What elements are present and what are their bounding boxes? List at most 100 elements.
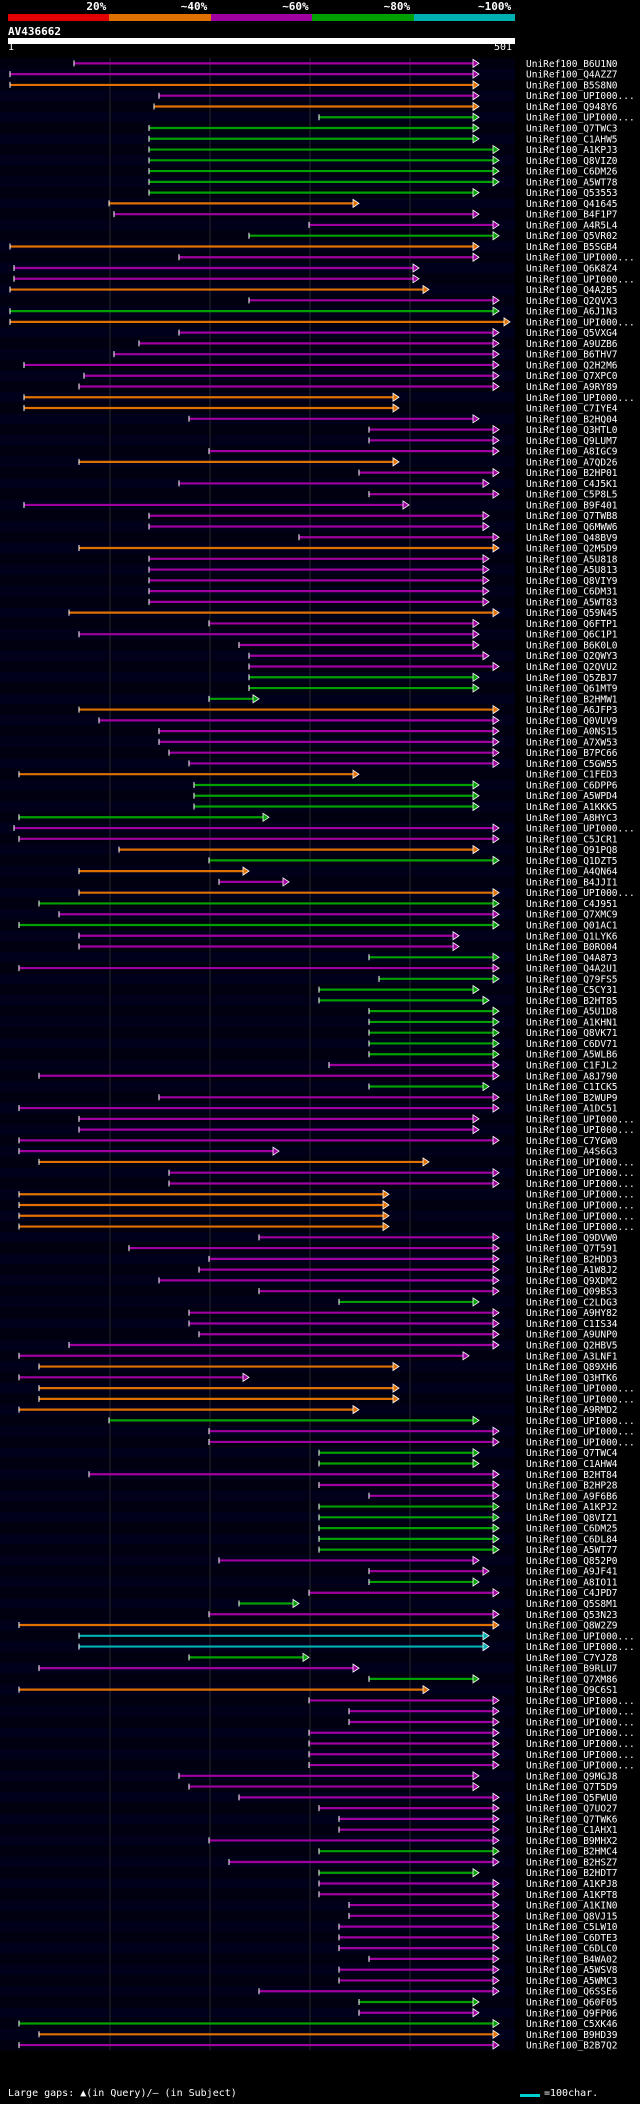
hit-row[interactable]: UniRef100_UPI000...: [38, 1394, 635, 1405]
hit-row[interactable]: UniRef100_A1KPJ2: [318, 1501, 618, 1513]
hit-row[interactable]: UniRef100_A5WT83: [148, 597, 618, 608]
hit-row[interactable]: UniRef100_B2HDD3: [208, 1254, 618, 1265]
hit-row[interactable]: UniRef100_Q9DVW0: [258, 1232, 618, 1244]
hit-row[interactable]: UniRef100_B9RLU7: [38, 1663, 618, 1675]
hit-row[interactable]: UniRef100_Q2HBV5: [68, 1340, 618, 1352]
hit-row[interactable]: UniRef100_Q5VXG4: [178, 327, 618, 339]
hit-row[interactable]: UniRef100_A9JF41: [368, 1566, 618, 1578]
hit-row[interactable]: UniRef100_A1DC51: [18, 1103, 618, 1115]
hit-row[interactable]: UniRef100_UPI000...: [168, 1178, 635, 1190]
hit-row[interactable]: UniRef100_A1KPJ3: [148, 144, 618, 156]
hit-row[interactable]: UniRef100_B2HP01: [358, 467, 618, 479]
hit-row[interactable]: UniRef100_A1KPT8: [318, 1889, 618, 1901]
hit-row[interactable]: UniRef100_UPI000...: [78, 1641, 635, 1653]
hit-row[interactable]: UniRef100_A9RMD2: [18, 1404, 618, 1416]
hit-row[interactable]: UniRef100_Q91PQ8: [118, 844, 618, 856]
hit-row[interactable]: UniRef100_Q53N23: [208, 1609, 618, 1621]
hit-row[interactable]: UniRef100_UPI000...: [78, 1631, 635, 1642]
hit-row[interactable]: UniRef100_UPI000...: [308, 1695, 635, 1707]
hit-row[interactable]: UniRef100_C4J951: [38, 898, 618, 910]
hit-row[interactable]: UniRef100_Q7TWC4: [318, 1447, 618, 1459]
hit-row[interactable]: UniRef100_C5P8L5: [368, 489, 618, 501]
hit-row[interactable]: UniRef100_Q9FP06: [358, 2008, 618, 2019]
hit-row[interactable]: UniRef100_Q7T5D9: [188, 1781, 618, 1793]
hit-row[interactable]: UniRef100_C1ICK5: [368, 1081, 618, 1093]
hit-row[interactable]: UniRef100_UPI000...: [158, 90, 635, 102]
hit-row[interactable]: UniRef100_A1KIN0: [348, 1900, 618, 1912]
hit-row[interactable]: UniRef100_A5WT77: [318, 1544, 618, 1556]
hit-row[interactable]: UniRef100_C1AHW4: [318, 1458, 618, 1470]
hit-row[interactable]: UniRef100_Q01AC1: [18, 920, 618, 931]
hit-row[interactable]: UniRef100_Q8W2Z9: [18, 1620, 618, 1632]
hit-row[interactable]: UniRef100_B0RO04: [78, 941, 618, 953]
hit-row[interactable]: UniRef100_C6DTE3: [338, 1932, 618, 1944]
hit-row[interactable]: UniRef100_Q2M5D9: [78, 543, 618, 555]
hit-row[interactable]: UniRef100_A4S6G3: [18, 1146, 618, 1158]
hit-row[interactable]: UniRef100_Q4A2U1: [18, 963, 618, 975]
hit-row[interactable]: UniRef100_B4F1P7: [113, 209, 618, 221]
hit-row[interactable]: UniRef100_Q9MGJ8: [178, 1771, 618, 1782]
hit-row[interactable]: UniRef100_Q8VIY9: [148, 575, 618, 587]
hit-row[interactable]: UniRef100_B2HMC4: [318, 1846, 618, 1858]
hit-row[interactable]: UniRef100_Q59N45: [68, 607, 618, 619]
hit-row[interactable]: UniRef100_C6DLC0: [338, 1943, 618, 1955]
hit-row[interactable]: UniRef100_Q53553: [148, 187, 618, 199]
hit-row[interactable]: UniRef100_B9HD39: [38, 2029, 618, 2041]
hit-row[interactable]: UniRef100_Q7XPC0: [83, 370, 618, 382]
hit-row[interactable]: UniRef100_Q8VIZ1: [318, 1512, 618, 1524]
hit-row[interactable]: UniRef100_Q09BS3: [258, 1286, 618, 1298]
hit-row[interactable]: UniRef100_C2LDG3: [338, 1297, 618, 1308]
hit-row[interactable]: UniRef100_C6DM26: [148, 166, 618, 178]
hit-row[interactable]: UniRef100_UPI000...: [18, 1189, 635, 1201]
hit-row[interactable]: UniRef100_A5WSV8: [338, 1964, 618, 1976]
hit-row[interactable]: UniRef100_Q61MT9: [248, 683, 618, 695]
hit-row[interactable]: UniRef100_UPI000...: [348, 1717, 635, 1728]
hit-row[interactable]: UniRef100_C1IS34: [188, 1318, 618, 1330]
hit-row[interactable]: UniRef100_Q3HTL0: [368, 424, 618, 436]
hit-row[interactable]: UniRef100_Q60F05: [358, 1997, 618, 2008]
hit-row[interactable]: UniRef100_B2HT85: [318, 995, 618, 1007]
hit-row[interactable]: UniRef100_Q7TWC3: [148, 123, 618, 135]
hit-row[interactable]: UniRef100_C6DM31: [148, 586, 618, 598]
hit-row[interactable]: UniRef100_A8J790: [38, 1071, 618, 1082]
hit-row[interactable]: UniRef100_Q2QVU2: [248, 661, 618, 673]
hit-row[interactable]: UniRef100_Q4A2B5: [9, 284, 618, 296]
hit-row[interactable]: UniRef100_A9F6B6: [368, 1491, 618, 1502]
hit-row[interactable]: UniRef100_Q2QWY3: [248, 650, 618, 662]
hit-row[interactable]: UniRef100_Q1DZT5: [208, 855, 618, 867]
hit-row[interactable]: UniRef100_Q1LYK6: [78, 931, 618, 942]
hit-row[interactable]: UniRef100_Q48BV9: [298, 532, 618, 544]
hit-row[interactable]: UniRef100_Q7TWK6: [338, 1814, 618, 1825]
hit-row[interactable]: UniRef100_Q7TWB8: [148, 510, 618, 522]
hit-row[interactable]: UniRef100_A5U818: [148, 554, 618, 565]
hit-row[interactable]: UniRef100_Q7T591: [128, 1243, 618, 1255]
hit-row[interactable]: UniRef100_C1AHW5: [148, 134, 618, 145]
hit-row[interactable]: UniRef100_A4QN64: [78, 866, 618, 878]
hit-row[interactable]: UniRef100_B2WUP9: [158, 1092, 618, 1104]
hit-row[interactable]: UniRef100_A1KHN1: [368, 1017, 618, 1028]
hit-row[interactable]: UniRef100_A0NS15: [158, 726, 618, 738]
hit-row[interactable]: UniRef100_UPI000...: [308, 1727, 635, 1739]
hit-row[interactable]: UniRef100_A9RY89: [78, 381, 618, 393]
hit-row[interactable]: UniRef100_Q6K8Z4: [13, 263, 618, 275]
hit-row[interactable]: UniRef100_Q2H2M6: [23, 360, 618, 371]
hit-row[interactable]: UniRef100_Q6MWW6: [148, 521, 618, 533]
hit-row[interactable]: UniRef100_C5XK46: [18, 2018, 618, 2030]
hit-row[interactable]: UniRef100_UPI000...: [78, 1124, 635, 1136]
hit-row[interactable]: UniRef100_A9HY82: [188, 1307, 618, 1319]
hit-row[interactable]: UniRef100_Q9XDM2: [158, 1275, 618, 1287]
hit-row[interactable]: UniRef100_Q3HTK6: [18, 1372, 618, 1384]
hit-row[interactable]: UniRef100_C6DL84: [318, 1534, 618, 1545]
hit-row[interactable]: UniRef100_UPI000...: [78, 887, 635, 899]
hit-row[interactable]: UniRef100_B4WA02: [368, 1954, 618, 1965]
hit-row[interactable]: UniRef100_C1FJL2: [328, 1060, 618, 1071]
hit-row[interactable]: UniRef100_Q6C1P1: [78, 629, 618, 641]
hit-row[interactable]: UniRef100_C5GW55: [188, 758, 618, 770]
hit-row[interactable]: UniRef100_Q7XM86: [368, 1674, 618, 1685]
hit-row[interactable]: UniRef100_Q79FS5: [378, 974, 618, 985]
hit-row[interactable]: UniRef100_B5SGB4: [9, 241, 618, 253]
hit-row[interactable]: UniRef100_B6U1N0: [73, 58, 618, 70]
hit-row[interactable]: UniRef100_Q89XH6: [38, 1361, 618, 1373]
hit-row[interactable]: UniRef100_A8IO11: [368, 1577, 618, 1588]
hit-row[interactable]: UniRef100_A5U1D8: [368, 1006, 618, 1018]
